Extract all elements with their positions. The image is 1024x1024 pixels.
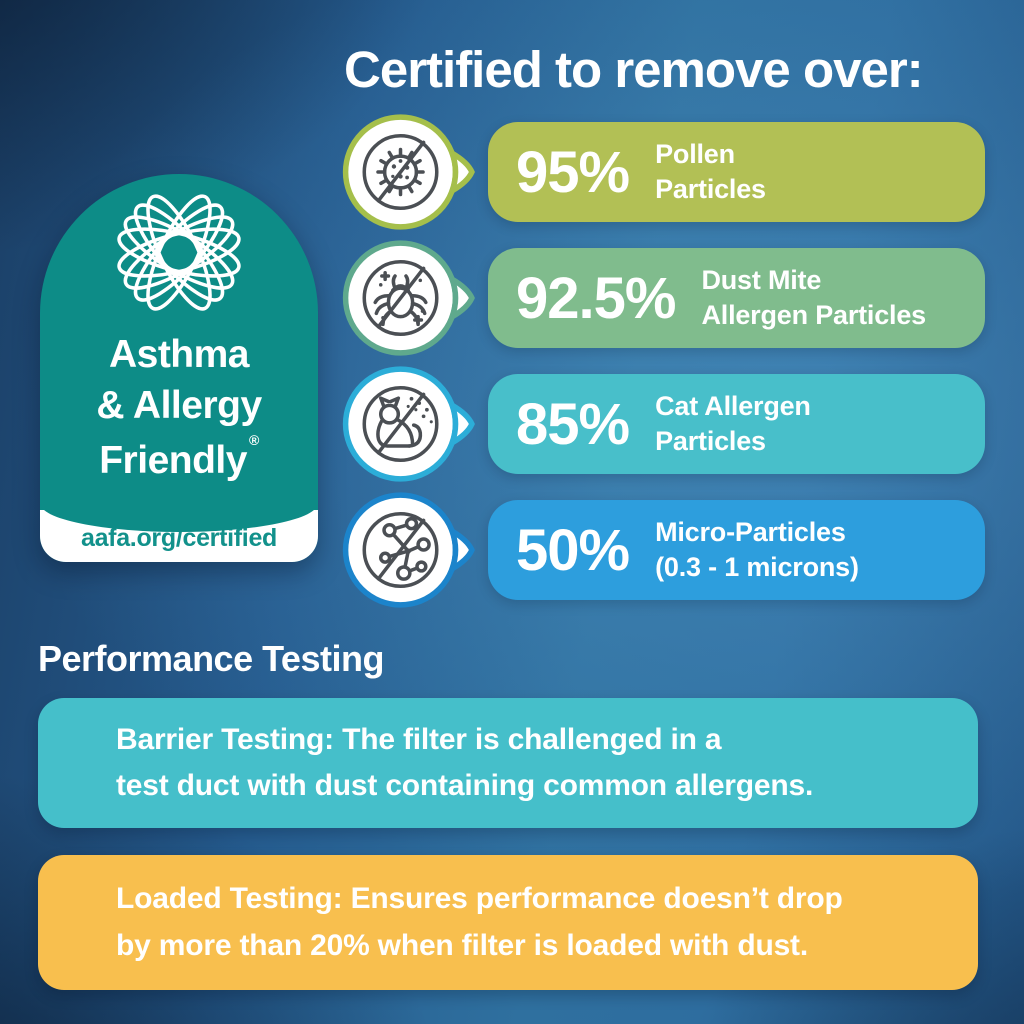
no-dust-mite-icon bbox=[342, 240, 475, 356]
barrier-testing-text: Barrier Testing: The filter is challenge… bbox=[116, 722, 814, 803]
page-title: Certified to remove over: bbox=[344, 41, 924, 98]
stat-pill-micro-particles: 50% Micro-Particles (0.3 - 1 microns) bbox=[488, 500, 985, 600]
no-pollen-icon bbox=[342, 114, 475, 230]
stat-percent: 50% bbox=[516, 517, 630, 583]
badge-title-line1: Asthma bbox=[108, 333, 250, 376]
stat-percent: 95% bbox=[516, 139, 630, 205]
stat-label: Micro-Particles (0.3 - 1 microns) bbox=[655, 516, 859, 582]
stat-pill-cat-allergen: 85% Cat Allergen Particles bbox=[488, 374, 985, 474]
loaded-testing-box: Loaded Testing: Ensures performance does… bbox=[38, 855, 978, 990]
stat-percent: 85% bbox=[516, 391, 630, 457]
stat-pill-dust-mite: 92.5% Dust Mite Allergen Particles bbox=[488, 248, 985, 348]
badge-title-line2: & Allergy bbox=[96, 383, 262, 427]
no-micro-particles-icon bbox=[342, 492, 475, 608]
badge-title-line3: Friendly ® bbox=[99, 432, 259, 483]
aafa-butterfly-logo-icon bbox=[117, 194, 241, 311]
performance-testing-heading: Performance Testing bbox=[38, 638, 384, 679]
barrier-testing-box: Barrier Testing: The filter is challenge… bbox=[38, 698, 978, 828]
stat-label: Dust Mite Allergen Particles bbox=[701, 264, 926, 330]
registered-trademark-mark: ® bbox=[248, 432, 259, 449]
stat-percent: 92.5% bbox=[516, 265, 676, 331]
stat-label: Pollen Particles bbox=[655, 138, 766, 204]
no-cat-allergen-icon bbox=[342, 366, 475, 482]
badge-title: Asthma & Allergy Friendly ® bbox=[40, 330, 318, 487]
stat-pill-pollen: 95% Pollen Particles bbox=[488, 122, 985, 222]
loaded-testing-text: Loaded Testing: Ensures performance does… bbox=[116, 882, 843, 962]
asthma-allergy-friendly-badge: Asthma & Allergy Friendly ® aafa.org/cert… bbox=[40, 174, 318, 562]
stat-label: Cat Allergen Particles bbox=[655, 390, 811, 456]
